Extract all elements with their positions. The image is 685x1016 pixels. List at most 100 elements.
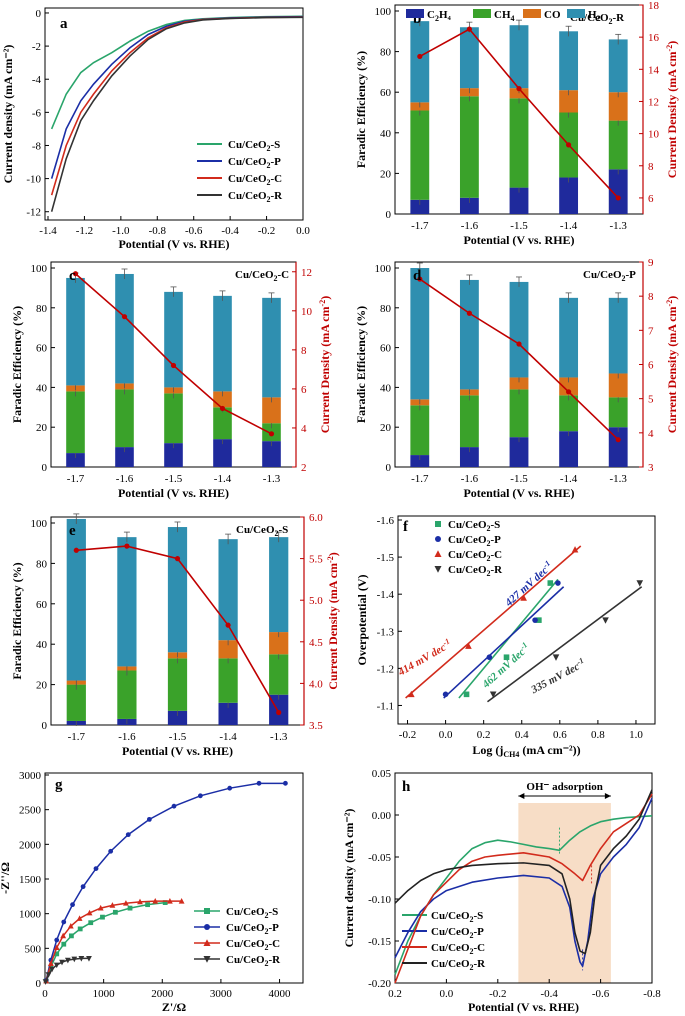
legend-label: Cu/CeO2-R (228, 190, 283, 204)
series-line (45, 901, 166, 982)
y-tick-label: 40 (380, 382, 392, 394)
bar-ch4 (115, 389, 134, 448)
panel-e: 0 20 40 60 80 100 3.5 4.0 4.5 5.0 5.5 6.0 -1.7 -1.6 -1… (10, 512, 340, 758)
subscript: 2 (265, 943, 269, 952)
x-tick-label: 1.0 (629, 729, 643, 741)
bar-ch4 (66, 684, 86, 721)
bar-h2 (66, 518, 86, 681)
bar-h2 (608, 39, 628, 93)
data-point (70, 902, 75, 908)
series-line (394, 793, 653, 984)
y2-tick-label: 16 (648, 32, 660, 44)
data-point (152, 897, 159, 904)
x-tick-label: -1.4 (560, 220, 578, 232)
legend-marker (434, 566, 442, 573)
y2-tick-label: 10 (648, 129, 660, 141)
current-point (124, 543, 130, 549)
superscript: -1 (518, 640, 529, 651)
subscript: 2 (265, 927, 269, 936)
x-axis-label: Z'/Ω (162, 1000, 187, 1014)
bar-ch4 (509, 98, 529, 188)
legend-label: Cu/CeO2-R (448, 564, 503, 578)
text-part: Cu/CeO (226, 938, 265, 950)
y-tick-label: -2 (32, 41, 41, 53)
current-point (466, 310, 472, 316)
text-part: -R (271, 190, 284, 202)
subscript: 2 (265, 911, 269, 920)
x-tick-label: -1.3 (270, 731, 288, 743)
text-part: Current Density (mA cm (318, 306, 332, 433)
x-tick-label: 0.2 (477, 729, 491, 741)
y-tick-label: 80 (36, 303, 48, 315)
x-tick-label: 4000 (269, 988, 292, 1000)
data-point (602, 617, 609, 624)
data-point (486, 654, 493, 661)
legend-swatch (567, 9, 585, 18)
panel-g: 0 1000 2000 3000 4000 0 500 1000 1500 2000 2500 300… (0, 770, 304, 1014)
data-point (112, 909, 118, 915)
x-tick-label: -1.6 (461, 220, 479, 232)
data-point (571, 546, 579, 553)
x-tick-label: -1.4 (214, 473, 232, 485)
subscript: 2 (487, 524, 491, 533)
current-point (121, 314, 128, 320)
subscript: 2 (487, 554, 491, 563)
bar-ch4 (213, 407, 232, 440)
data-point (127, 905, 133, 911)
y-axis-label: Faradic Efficiency (%) (10, 306, 24, 423)
current-point (276, 709, 282, 716)
text-part: -C (474, 942, 486, 954)
y-tick-label: -1.4 (377, 589, 395, 601)
current-point (466, 26, 472, 32)
text-part: Current Density (mA cm (665, 51, 679, 178)
bar-h2 (459, 27, 479, 89)
bar-ch4 (167, 658, 188, 711)
text-part: H (588, 9, 597, 21)
bar-ch4 (410, 110, 430, 200)
y2-tick-label: 8 (648, 291, 654, 303)
arrow-head (518, 793, 525, 799)
y-tick-label: 0 (42, 720, 48, 732)
panel-label: e (69, 523, 76, 539)
data-point (145, 902, 151, 908)
y-tick-label: -8 (32, 140, 42, 152)
bar-ch4 (509, 389, 529, 438)
text-part: -R (491, 564, 504, 576)
x-tick-label: 0.0 (439, 729, 453, 741)
bar-c2h4 (115, 447, 134, 467)
bar-h2 (115, 273, 134, 384)
y-tick-label: 2000 (19, 839, 42, 851)
legend-label: Cu/CeO2-R (431, 958, 486, 972)
data-point (88, 920, 94, 926)
text-part: Cu/CeO (226, 922, 265, 934)
text-part: -R (613, 12, 626, 24)
x-axis-label: Potential (V vs. RHE) (463, 233, 574, 247)
data-point (283, 780, 288, 786)
y-axis-label: Current density (mA cm⁻²) (342, 809, 356, 948)
text-part: Cu/CeO (226, 906, 265, 918)
current-point (268, 431, 275, 437)
text-part: Cu/CeO (448, 534, 487, 546)
y2-tick-label: 2 (301, 462, 307, 474)
y-axis-label: Faradic Efficiency (%) (354, 51, 368, 168)
x-tick-label: -1.5 (165, 473, 183, 485)
text-part: ) (326, 552, 340, 556)
bar-c2h4 (509, 437, 529, 467)
slope-label: 335 mV dec-1 (527, 656, 587, 697)
legend-label: Cu/CeO2-P (228, 156, 281, 170)
data-point (636, 580, 644, 587)
y2-tick-label: 10 (301, 306, 313, 318)
subscript: 2 (267, 195, 271, 204)
x-axis-label: Potential (V vs. RHE) (122, 744, 233, 758)
legend-label: H2 (588, 9, 601, 23)
bar-h2 (213, 295, 232, 392)
panel-label: b (413, 11, 421, 27)
bar-h2 (608, 297, 628, 374)
text-part: -S (279, 524, 289, 536)
y-tick-label: 0 (42, 462, 48, 474)
y2-tick-label: 12 (648, 96, 659, 108)
x-tick-label: -1.4 (39, 225, 57, 237)
fit-line (486, 586, 643, 703)
text-part: Log (j (472, 743, 503, 757)
x-axis-label: Potential (V vs. RHE) (118, 237, 229, 251)
